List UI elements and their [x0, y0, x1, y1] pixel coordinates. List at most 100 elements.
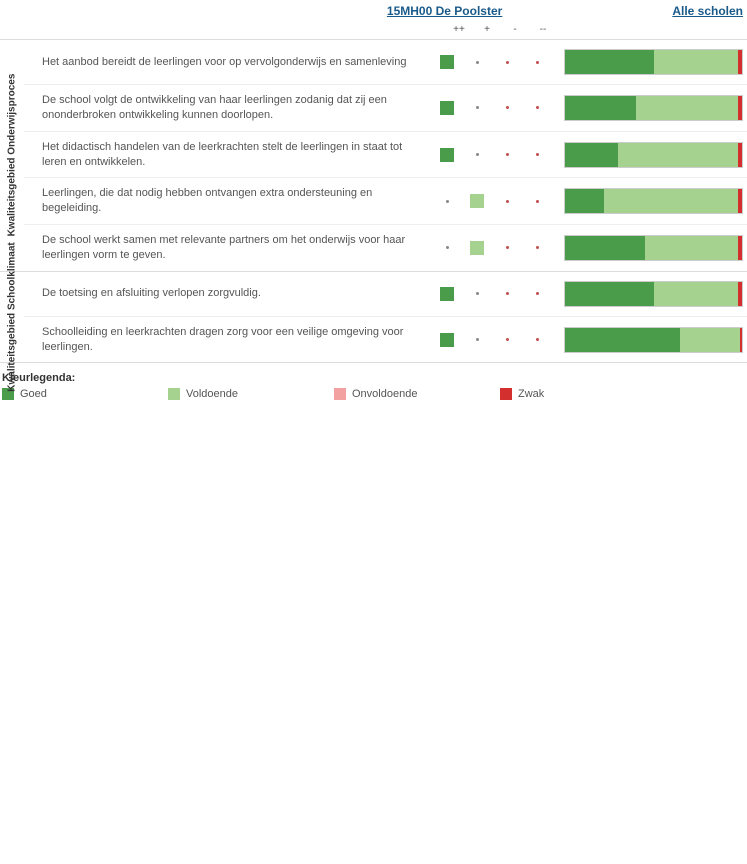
- distribution-bar-wrap: [552, 95, 747, 121]
- distribution-bar: [564, 188, 743, 214]
- bar-segment: [738, 282, 742, 306]
- rating-dot-icon: [470, 101, 484, 115]
- rating-dot-icon: [530, 333, 544, 347]
- group-rows: De toetsing en afsluiting verlopen zorgv…: [24, 272, 747, 363]
- indicator-text: De toetsing en afsluiting verlopen zorgv…: [24, 284, 432, 303]
- rating-square-icon: [470, 241, 484, 255]
- group-label-text: Kwaliteitsgebied Schoolklimaat: [7, 242, 18, 391]
- indicator-text: Het aanbod bereidt de leerlingen voor op…: [24, 53, 432, 72]
- colhead-plus: +: [473, 24, 501, 35]
- school-marks: [432, 287, 552, 301]
- distribution-bar-wrap: [552, 327, 747, 353]
- rating-dot-icon: [440, 194, 454, 208]
- bar-segment: [565, 236, 645, 260]
- rating-dot-icon: [530, 55, 544, 69]
- bar-segment: [738, 236, 742, 260]
- legend-item: Zwak: [500, 388, 666, 400]
- rating-dot-icon: [440, 241, 454, 255]
- distribution-bar: [564, 142, 743, 168]
- bar-segment: [565, 143, 618, 167]
- school-marks: [432, 55, 552, 69]
- header-spacer: [2, 4, 387, 18]
- school-marks: [432, 194, 552, 208]
- school-link[interactable]: 15MH00 De Poolster: [387, 4, 502, 18]
- group-label: Kwaliteitsgebied Schoolklimaat: [0, 272, 24, 363]
- legend-label: Zwak: [518, 388, 544, 400]
- rating-dot-icon: [500, 287, 514, 301]
- distribution-bar-wrap: [552, 281, 747, 307]
- indicator-row: De school volgt de ontwikkeling van haar…: [24, 84, 747, 131]
- rating-square-icon: [440, 55, 454, 69]
- indicator-text: Het didactisch handelen van de leerkrach…: [24, 138, 432, 172]
- bar-segment: [565, 96, 636, 120]
- legend-label: Goed: [20, 388, 47, 400]
- rating-dot-icon: [470, 287, 484, 301]
- bar-segment: [654, 282, 739, 306]
- distribution-bar: [564, 95, 743, 121]
- distribution-bar-wrap: [552, 142, 747, 168]
- legend-item: Voldoende: [168, 388, 334, 400]
- all-schools-link[interactable]: Alle scholen: [672, 4, 743, 18]
- bar-segment: [738, 50, 742, 74]
- rating-dot-icon: [500, 241, 514, 255]
- legend-swatch-icon: [168, 388, 180, 400]
- rating-dot-icon: [530, 101, 544, 115]
- distribution-bar: [564, 327, 743, 353]
- indicator-row: Schoolleiding en leerkrachten dragen zor…: [24, 316, 747, 363]
- bar-segment: [565, 282, 654, 306]
- legend-swatch-icon: [500, 388, 512, 400]
- header-row: 15MH00 De Poolster Alle scholen: [0, 0, 747, 24]
- rating-dot-icon: [470, 333, 484, 347]
- rating-dot-icon: [530, 241, 544, 255]
- rating-square-icon: [440, 101, 454, 115]
- legend: Kleurlegenda: Goed Voldoende Onvoldoende Zw…: [0, 362, 747, 402]
- legend-label: Onvoldoende: [352, 388, 417, 400]
- group-rows: Het aanbod bereidt de leerlingen voor op…: [24, 40, 747, 271]
- rating-dot-icon: [470, 55, 484, 69]
- school-marks: [432, 101, 552, 115]
- group-label-text: Kwaliteitsgebied Onderwijsproces: [7, 74, 18, 237]
- bar-segment: [618, 143, 738, 167]
- legend-title: Kleurlegenda:: [2, 372, 745, 384]
- rating-dot-icon: [500, 55, 514, 69]
- column-headers: ++ + - --: [0, 24, 747, 39]
- rating-dot-icon: [500, 194, 514, 208]
- rating-dot-icon: [470, 148, 484, 162]
- indicator-text: Schoolleiding en leerkrachten dragen zor…: [24, 323, 432, 357]
- legend-label: Voldoende: [186, 388, 238, 400]
- rating-dot-icon: [500, 101, 514, 115]
- colhead-plusplus: ++: [445, 24, 473, 35]
- indicator-row: Het aanbod bereidt de leerlingen voor op…: [24, 40, 747, 84]
- indicator-text: De school werkt samen met relevante part…: [24, 231, 432, 265]
- rating-square-icon: [440, 287, 454, 301]
- indicator-text: De school volgt de ontwikkeling van haar…: [24, 91, 432, 125]
- rating-square-icon: [470, 194, 484, 208]
- legend-swatch-icon: [334, 388, 346, 400]
- rating-dot-icon: [500, 333, 514, 347]
- bar-segment: [738, 96, 742, 120]
- rating-square-icon: [440, 148, 454, 162]
- distribution-bar: [564, 49, 743, 75]
- legend-item: Onvoldoende: [334, 388, 500, 400]
- legend-items: Goed Voldoende Onvoldoende Zwak: [2, 388, 745, 400]
- distribution-bar-wrap: [552, 235, 747, 261]
- quality-group: Kwaliteitsgebied Onderwijsproces Het aanb…: [0, 39, 747, 272]
- bar-segment: [738, 143, 742, 167]
- bar-segment: [740, 328, 742, 352]
- indicator-row: De toetsing en afsluiting verlopen zorgv…: [24, 272, 747, 316]
- indicator-text: Leerlingen, die dat nodig hebben ontvang…: [24, 184, 432, 218]
- bar-segment: [565, 189, 604, 213]
- colhead-minusminus: --: [529, 24, 557, 35]
- distribution-bar-wrap: [552, 49, 747, 75]
- group-label: Kwaliteitsgebied Onderwijsproces: [0, 40, 24, 271]
- main-grid: Kwaliteitsgebied Onderwijsproces Het aanb…: [0, 39, 747, 362]
- rating-square-icon: [440, 333, 454, 347]
- bar-segment: [645, 236, 739, 260]
- rating-dot-icon: [530, 148, 544, 162]
- indicator-row: De school werkt samen met relevante part…: [24, 224, 747, 271]
- legend-item: Goed: [2, 388, 168, 400]
- quality-group: Kwaliteitsgebied SchoolklimaatDe toetsin…: [0, 271, 747, 364]
- colhead-minus: -: [501, 24, 529, 35]
- rating-dot-icon: [500, 148, 514, 162]
- bar-segment: [604, 189, 739, 213]
